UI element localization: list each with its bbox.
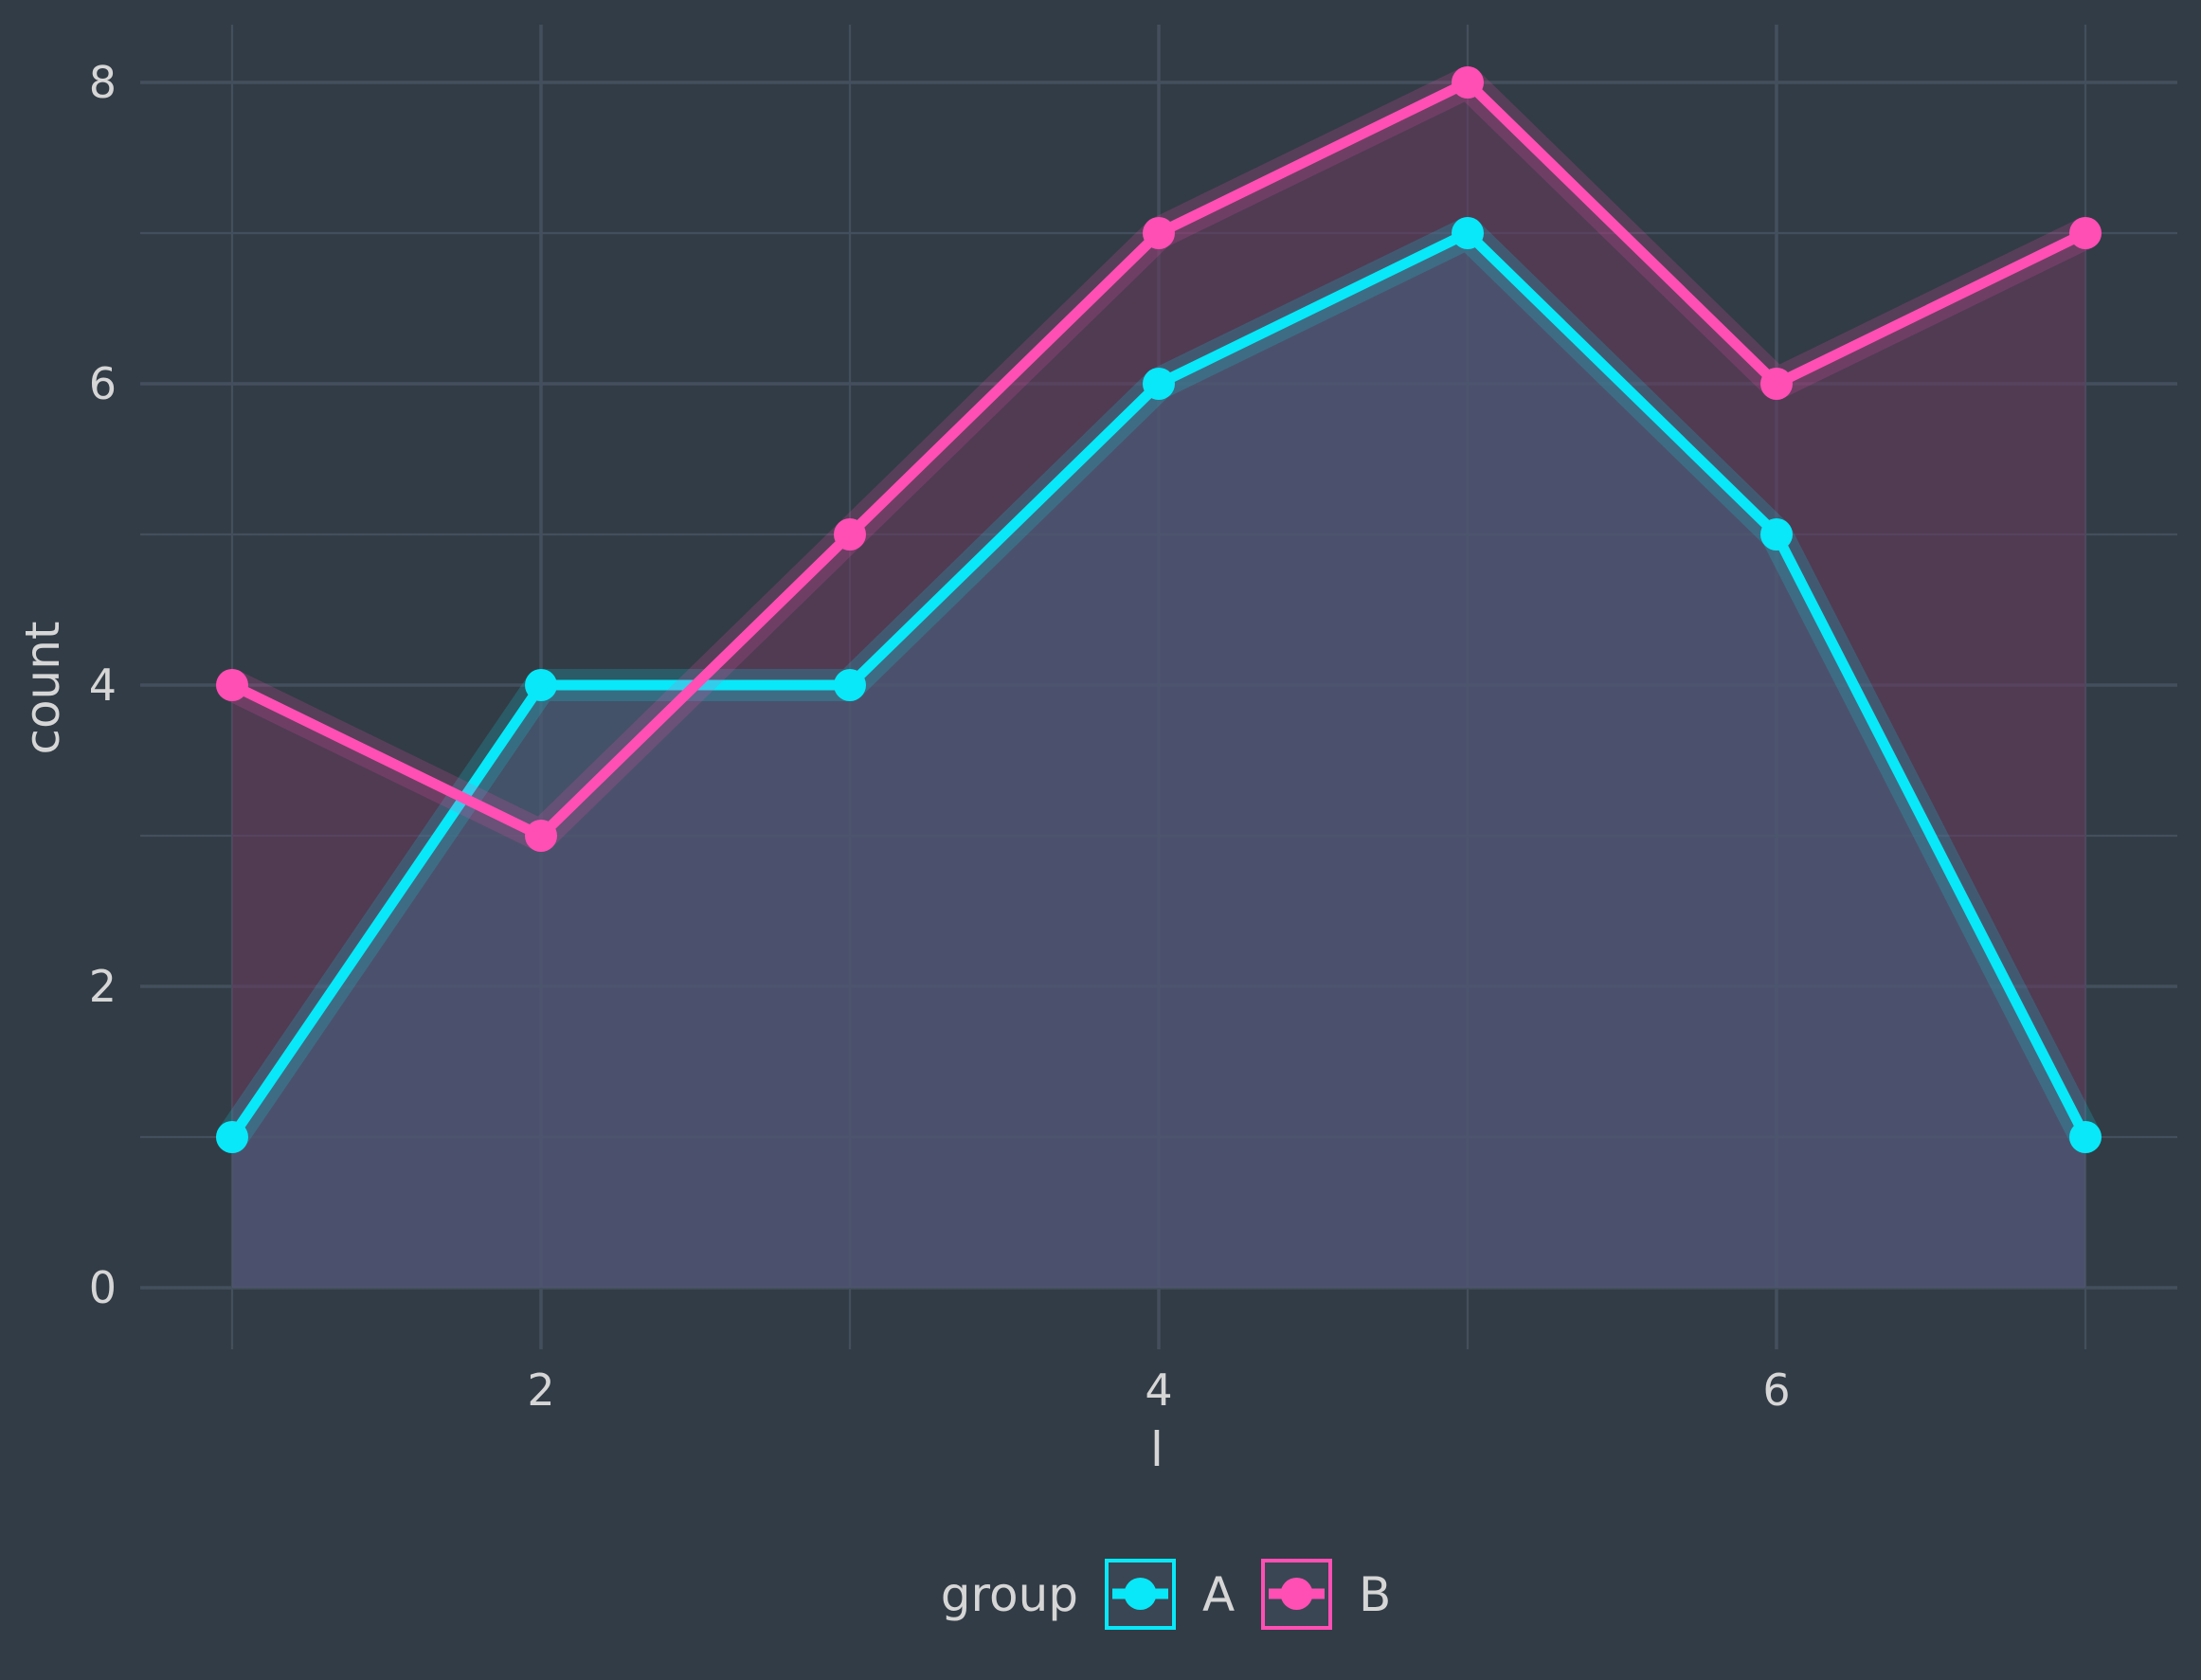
legend-label-b: B [1359, 1567, 1391, 1622]
x-tick-label: 6 [1762, 1364, 1790, 1416]
data-point-b [2069, 217, 2102, 249]
data-point-a [834, 669, 866, 701]
series-points [216, 66, 2102, 1153]
y-axis-tick-labels: 0 2 4 6 8 [89, 57, 117, 1313]
x-tick-label: 2 [527, 1364, 554, 1416]
data-point-a [1143, 368, 1175, 400]
legend-title: group [941, 1567, 1078, 1622]
data-point-b [1452, 66, 1484, 99]
legend-item-b: B [1261, 1559, 1391, 1630]
data-point-a [2069, 1121, 2102, 1153]
data-point-a [216, 1121, 248, 1153]
data-point-b [1760, 368, 1793, 400]
data-point-b [1143, 217, 1175, 249]
x-axis-title: l [1150, 1422, 1164, 1477]
y-tick-label: 0 [89, 1262, 117, 1313]
legend-key-point [1124, 1578, 1157, 1610]
y-tick-label: 4 [89, 659, 117, 711]
legend-key-point [1280, 1578, 1313, 1610]
data-point-b [525, 820, 557, 852]
legend-label-a: A [1202, 1567, 1235, 1622]
y-tick-label: 6 [89, 358, 117, 409]
data-point-b [834, 518, 866, 551]
y-tick-label: 8 [89, 57, 117, 108]
y-axis-title: count [15, 621, 70, 754]
x-axis-tick-labels: 2 4 6 [527, 1364, 1790, 1416]
legend-item-a: A [1105, 1559, 1235, 1630]
area-fill-a [232, 233, 2085, 1288]
y-tick-label: 2 [89, 961, 117, 1012]
data-point-a [1760, 518, 1793, 551]
data-point-a [1452, 217, 1484, 249]
data-point-b [216, 669, 248, 701]
data-point-a [525, 669, 557, 701]
x-tick-label: 4 [1145, 1364, 1172, 1416]
